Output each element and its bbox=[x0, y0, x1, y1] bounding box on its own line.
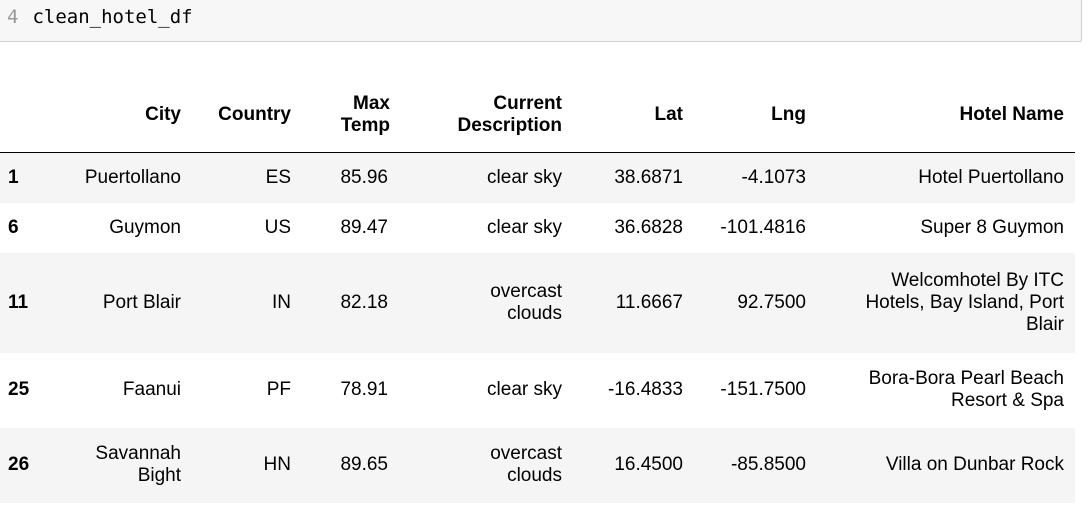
cell-city: Guymon bbox=[109, 216, 181, 238]
cell-max-temp: 78.91 bbox=[340, 379, 388, 400]
table-row: 1 Puertollano ES 85.96 clear sky 38.6871… bbox=[0, 152, 1075, 203]
column-header-lat: Lat bbox=[573, 77, 694, 153]
cell-hotel-name: Bora-Bora Pearl Beach Resort & Spa bbox=[868, 368, 1064, 411]
cell-description: overcast clouds bbox=[399, 428, 573, 503]
row-index: 11 bbox=[8, 291, 29, 313]
row-index: 26 bbox=[8, 454, 30, 475]
cell-hotel-name: Welcomhotel By ITC Hotels, Bay Island, P… bbox=[865, 269, 1064, 335]
cell-lat: 11.6667 bbox=[615, 291, 683, 313]
table-header-row: City Country Max Temp Current Descriptio… bbox=[0, 77, 1075, 153]
cell-description: clear sky bbox=[487, 379, 562, 400]
cell-lat: 16.4500 bbox=[614, 454, 683, 475]
column-header-index bbox=[0, 77, 53, 153]
cell-hotel-name: Super 8 Guymon bbox=[920, 216, 1064, 238]
cell-country: ES bbox=[265, 166, 291, 188]
table-row: 25 Faanui PF 78.91 clear sky -16.4833 -1… bbox=[0, 352, 1075, 428]
table-row: 6 Guymon US 89.47 clear sky 36.6828 -101… bbox=[0, 202, 1075, 253]
cell-description: overcast clouds bbox=[399, 253, 573, 353]
row-index: 6 bbox=[8, 216, 19, 238]
cell-hotel-name: Hotel Puertollano bbox=[918, 166, 1064, 188]
row-index: 1 bbox=[8, 166, 19, 188]
column-header-max-temp-label: Max Temp bbox=[340, 92, 390, 136]
cell-lat: 36.6828 bbox=[614, 216, 683, 238]
column-header-current-description: Current Description bbox=[399, 77, 573, 153]
cell-description-text: overcast clouds bbox=[490, 280, 562, 324]
cell-max-temp: 82.18 bbox=[340, 291, 388, 313]
cell-lng: -101.4816 bbox=[720, 216, 806, 238]
cell-lng: -85.8500 bbox=[730, 454, 806, 475]
table-row: 11 Port Blair IN 82.18 overcast clouds 1… bbox=[0, 252, 1075, 353]
column-header-country: Country bbox=[192, 77, 302, 153]
cell-city-text: Savannah Bight bbox=[95, 443, 181, 486]
cell-country: IN bbox=[272, 291, 291, 313]
row-index: 25 bbox=[8, 379, 30, 400]
cell-description-text: overcast clouds bbox=[490, 443, 562, 486]
column-header-lng: Lng bbox=[694, 77, 817, 153]
cell-city: Puertollano bbox=[84, 166, 181, 188]
code-line[interactable]: 4 clean_hotel_df bbox=[7, 5, 193, 29]
code-cell[interactable]: 4 clean_hotel_df bbox=[0, 0, 1082, 42]
cell-country: US bbox=[264, 216, 291, 238]
cell-city: Savannah Bight bbox=[53, 428, 192, 503]
cell-max-temp: 85.96 bbox=[340, 166, 388, 188]
cell-city: Port Blair bbox=[102, 291, 181, 313]
cell-max-temp: 89.47 bbox=[340, 216, 388, 238]
cell-description: clear sky bbox=[487, 166, 562, 188]
cell-max-temp: 89.65 bbox=[340, 454, 388, 475]
cell-lng: -4.1073 bbox=[741, 166, 806, 188]
cell-lng: -151.7500 bbox=[720, 379, 806, 400]
line-number: 4 bbox=[7, 6, 19, 28]
cell-hotel-name: Villa on Dunbar Rock bbox=[885, 454, 1064, 475]
cell-country: HN bbox=[263, 454, 291, 475]
column-header-hotel-name: Hotel Name bbox=[817, 77, 1075, 153]
table-row: 26 Savannah Bight HN 89.65 overcast clou… bbox=[0, 427, 1075, 503]
cell-lng: 92.7500 bbox=[737, 291, 806, 313]
cell-country: PF bbox=[266, 379, 291, 400]
code-text[interactable]: clean_hotel_df bbox=[32, 6, 193, 28]
column-header-max-temp: Max Temp bbox=[302, 77, 399, 153]
cell-lat: -16.4833 bbox=[607, 379, 683, 400]
cell-city: Faanui bbox=[122, 379, 181, 400]
cell-lat: 38.6871 bbox=[614, 166, 683, 188]
dataframe-table: City Country Max Temp Current Descriptio… bbox=[0, 77, 1075, 503]
column-header-current-description-label: Current Description bbox=[457, 92, 562, 136]
column-header-city: City bbox=[53, 77, 192, 153]
cell-description: clear sky bbox=[487, 216, 562, 238]
